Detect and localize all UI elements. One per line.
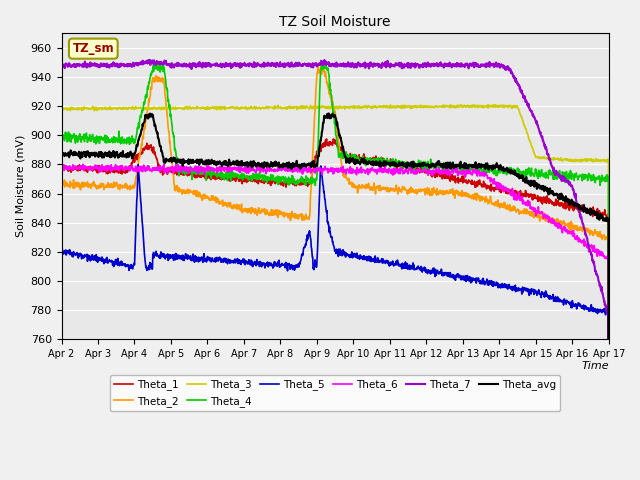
Theta_5 — [122, 263, 130, 269]
Theta_5 — [312, 263, 319, 269]
Theta_2 — [58, 184, 65, 190]
Theta_3 — [290, 104, 298, 110]
Theta_1 — [122, 169, 130, 175]
Theta_2 — [314, 63, 322, 69]
Line: Theta_2: Theta_2 — [61, 66, 609, 480]
Theta_avg — [290, 162, 298, 168]
Title: TZ Soil Moisture: TZ Soil Moisture — [280, 15, 391, 29]
Theta_avg — [100, 155, 108, 160]
Theta_5 — [291, 264, 298, 270]
Theta_5 — [134, 162, 142, 168]
Theta_2 — [100, 187, 108, 192]
Theta_5 — [369, 258, 377, 264]
Theta_7 — [146, 57, 154, 63]
Theta_4 — [312, 182, 319, 188]
Theta_6 — [301, 166, 309, 172]
Theta_7 — [291, 62, 298, 68]
Theta_6 — [122, 167, 130, 172]
Theta_4 — [291, 177, 298, 182]
Theta_7 — [369, 61, 377, 67]
Theta_2 — [122, 182, 130, 188]
Theta_7 — [100, 61, 108, 67]
Theta_6 — [291, 168, 298, 174]
Theta_1 — [311, 160, 319, 166]
Theta_avg — [122, 151, 130, 157]
Theta_2 — [290, 212, 298, 218]
Theta_3 — [301, 105, 309, 110]
Theta_3 — [311, 104, 319, 110]
Line: Theta_3: Theta_3 — [61, 105, 609, 480]
Theta_3 — [100, 106, 108, 111]
Theta_3 — [58, 106, 65, 111]
Theta_1 — [58, 164, 65, 170]
Theta_7 — [122, 63, 130, 69]
Theta_avg — [325, 110, 333, 116]
Theta_5 — [58, 251, 65, 257]
Legend: Theta_1, Theta_2, Theta_3, Theta_4, Theta_5, Theta_6, Theta_7, Theta_avg: Theta_1, Theta_2, Theta_3, Theta_4, Thet… — [110, 375, 560, 411]
Line: Theta_7: Theta_7 — [61, 60, 609, 480]
Theta_4 — [369, 156, 377, 162]
Theta_7 — [301, 61, 309, 67]
Theta_7 — [312, 61, 319, 67]
Theta_avg — [311, 164, 319, 169]
Theta_6 — [369, 168, 377, 173]
Theta_3 — [491, 102, 499, 108]
Theta_7 — [58, 61, 65, 67]
Theta_6 — [58, 164, 65, 170]
Theta_1 — [369, 155, 377, 160]
Theta_6 — [160, 161, 168, 167]
Theta_6 — [100, 164, 108, 170]
Text: Time: Time — [581, 361, 609, 371]
Line: Theta_5: Theta_5 — [61, 165, 609, 480]
Line: Theta_4: Theta_4 — [61, 63, 609, 480]
Line: Theta_avg: Theta_avg — [61, 113, 609, 480]
Theta_3 — [122, 105, 130, 111]
Theta_1 — [290, 180, 298, 186]
Theta_4 — [100, 135, 108, 141]
Theta_2 — [301, 213, 309, 219]
Theta_4 — [301, 179, 309, 185]
Line: Theta_1: Theta_1 — [61, 139, 609, 480]
Theta_avg — [58, 148, 65, 154]
Theta_6 — [312, 170, 319, 176]
Theta_1 — [330, 136, 337, 142]
Theta_1 — [100, 167, 108, 172]
Theta_2 — [369, 183, 377, 189]
Text: TZ_sm: TZ_sm — [72, 42, 114, 55]
Theta_5 — [301, 241, 309, 247]
Line: Theta_6: Theta_6 — [61, 164, 609, 480]
Theta_avg — [301, 163, 309, 169]
Theta_2 — [311, 109, 319, 115]
Theta_4 — [122, 137, 130, 143]
Theta_1 — [301, 180, 309, 186]
Theta_avg — [369, 162, 377, 168]
Theta_5 — [100, 261, 108, 266]
Theta_4 — [58, 133, 65, 139]
Y-axis label: Soil Moisture (mV): Soil Moisture (mV) — [15, 135, 25, 238]
Theta_4 — [156, 60, 164, 66]
Theta_3 — [369, 105, 377, 111]
